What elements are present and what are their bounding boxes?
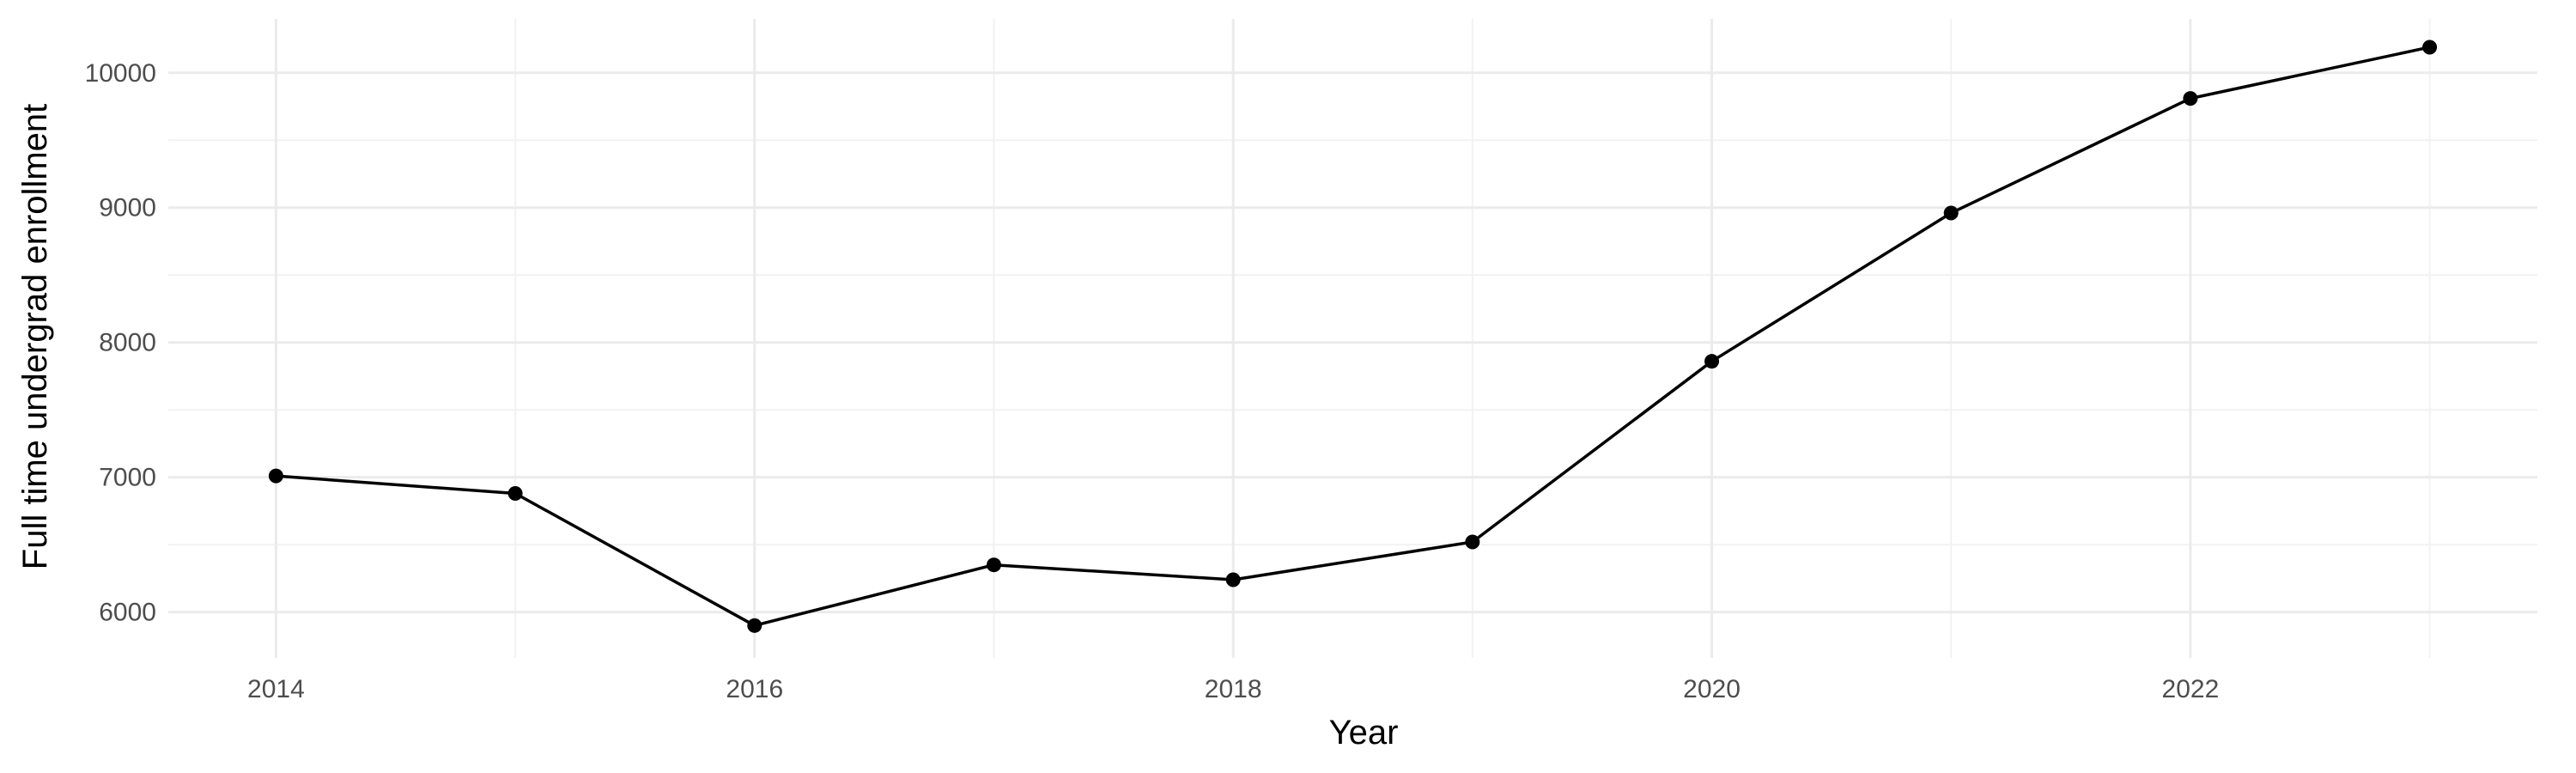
data-point — [1704, 354, 1720, 369]
y-axis-title: Full time undergrad enrollment — [16, 104, 54, 569]
data-point — [2183, 91, 2198, 107]
y-tick-label: 6000 — [99, 599, 156, 627]
data-point — [986, 557, 1001, 573]
y-tick-label: 10000 — [85, 59, 156, 88]
x-axis-tick-labels: 2014 2016 2018 2020 2022 — [247, 675, 2219, 703]
y-axis-tick-labels: 6000 7000 8000 9000 10000 — [85, 59, 156, 627]
data-point — [1943, 205, 1959, 221]
x-tick-label: 2016 — [726, 675, 783, 703]
y-tick-label: 8000 — [99, 329, 156, 357]
y-tick-label: 7000 — [99, 464, 156, 492]
data-point — [268, 468, 283, 484]
data-point — [747, 618, 762, 633]
series-layer — [268, 40, 2438, 633]
series-line — [276, 46, 2430, 628]
x-tick-label: 2020 — [1683, 675, 1741, 703]
x-axis-title: Year — [1329, 714, 1399, 752]
major-gridlines — [168, 19, 2537, 658]
x-tick-label: 2018 — [1205, 675, 1262, 703]
data-point — [507, 486, 523, 502]
data-point — [2422, 40, 2438, 55]
minor-gridlines — [168, 19, 2537, 658]
x-tick-label: 2022 — [2162, 675, 2220, 703]
data-point — [1225, 572, 1241, 587]
data-point — [1465, 534, 1480, 550]
x-tick-label: 2014 — [247, 675, 305, 703]
y-tick-label: 9000 — [99, 194, 156, 222]
